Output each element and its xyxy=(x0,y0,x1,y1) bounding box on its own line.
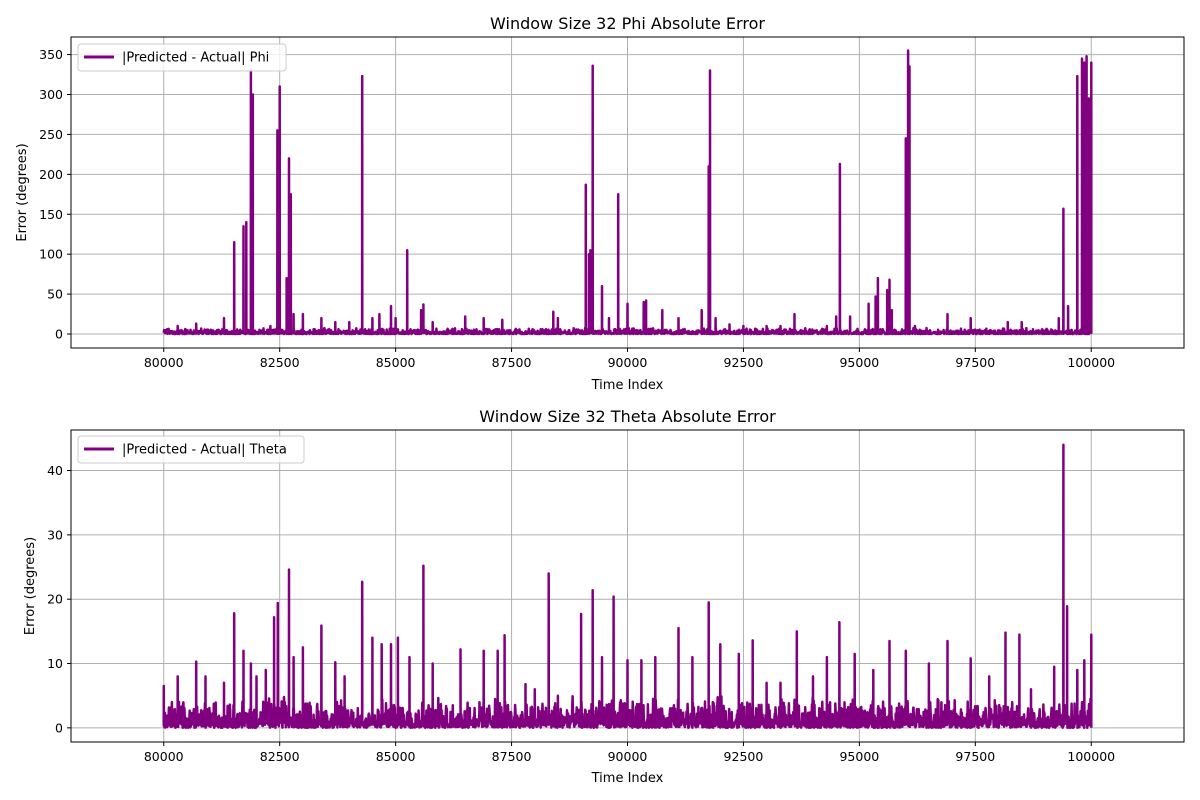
phi-legend: |Predicted - Actual| Phi xyxy=(77,43,287,72)
phi-y-tick-label: 100 xyxy=(39,247,63,262)
theta-series-line xyxy=(162,443,1093,730)
phi-y-tick-label: 0 xyxy=(55,327,63,342)
phi-x-tick-label: 90000 xyxy=(608,355,648,370)
phi-legend-box xyxy=(77,43,287,72)
phi-series-line xyxy=(162,49,1093,336)
phi-y-tick-label: 50 xyxy=(47,287,63,302)
phi-y-ticks: 0 50 100 150 200 250 300 350 xyxy=(39,47,71,342)
theta-y-tick-label: 40 xyxy=(47,463,63,478)
theta-x-tick-label: 92500 xyxy=(724,749,764,764)
theta-x-tick-label: 90000 xyxy=(608,749,648,764)
theta-x-tick-label: 95000 xyxy=(839,749,879,764)
phi-x-axis-label: Time Index xyxy=(591,378,664,393)
theta-y-tick-label: 0 xyxy=(55,720,63,735)
phi-y-tick-label: 300 xyxy=(39,87,63,102)
phi-y-tick-label: 150 xyxy=(39,207,63,222)
theta-x-tick-label: 97500 xyxy=(955,749,995,764)
theta-y-tick-label: 30 xyxy=(47,527,63,542)
phi-plot-area xyxy=(162,49,1093,336)
phi-x-tick-label: 80000 xyxy=(144,355,184,370)
theta-legend-label: |Predicted - Actual| Theta xyxy=(122,443,287,458)
theta-y-tick-label: 10 xyxy=(47,656,63,671)
phi-y-tick-label: 350 xyxy=(39,47,63,62)
theta-x-tick-label: 100000 xyxy=(1067,749,1115,764)
phi-y-tick-label: 200 xyxy=(39,167,63,182)
phi-x-tick-label: 92500 xyxy=(724,355,764,370)
phi-x-ticks: 80000 82500 85000 87500 90000 92500 95000 97500… xyxy=(144,348,1115,370)
theta-x-axis-label: Time Index xyxy=(591,771,664,786)
theta-y-ticks: 0 10 20 30 40 xyxy=(47,463,71,735)
theta-x-tick-label: 85000 xyxy=(376,749,416,764)
phi-x-tick-label: 87500 xyxy=(492,355,532,370)
theta-legend: |Predicted - Actual| Theta xyxy=(77,435,305,464)
phi-error-chart: Window Size 32 Phi Absolute Error 80000 8… xyxy=(15,14,1185,393)
theta-x-tick-label: 87500 xyxy=(492,749,532,764)
phi-y-tick-label: 250 xyxy=(39,127,63,142)
phi-x-tick-label: 82500 xyxy=(260,355,300,370)
phi-x-tick-label: 97500 xyxy=(955,355,995,370)
theta-x-tick-label: 80000 xyxy=(144,749,184,764)
theta-chart-title: Window Size 32 Theta Absolute Error xyxy=(479,407,776,426)
theta-x-ticks: 80000 82500 85000 87500 90000 92500 95000 97500… xyxy=(144,742,1115,764)
phi-chart-title: Window Size 32 Phi Absolute Error xyxy=(490,14,765,33)
theta-error-chart: Window Size 32 Theta Absolute Error 8000… xyxy=(23,407,1185,786)
phi-y-axis-label: Error (degrees) xyxy=(15,143,30,241)
theta-legend-box xyxy=(77,435,305,464)
phi-x-tick-label: 85000 xyxy=(376,355,416,370)
theta-plot-area xyxy=(162,443,1093,730)
phi-legend-label: |Predicted - Actual| Phi xyxy=(122,51,269,66)
theta-y-tick-label: 20 xyxy=(47,592,63,607)
theta-y-axis-label: Error (degrees) xyxy=(23,537,38,635)
theta-x-tick-label: 82500 xyxy=(260,749,300,764)
phi-x-tick-label: 95000 xyxy=(839,355,879,370)
phi-x-tick-label: 100000 xyxy=(1067,355,1115,370)
